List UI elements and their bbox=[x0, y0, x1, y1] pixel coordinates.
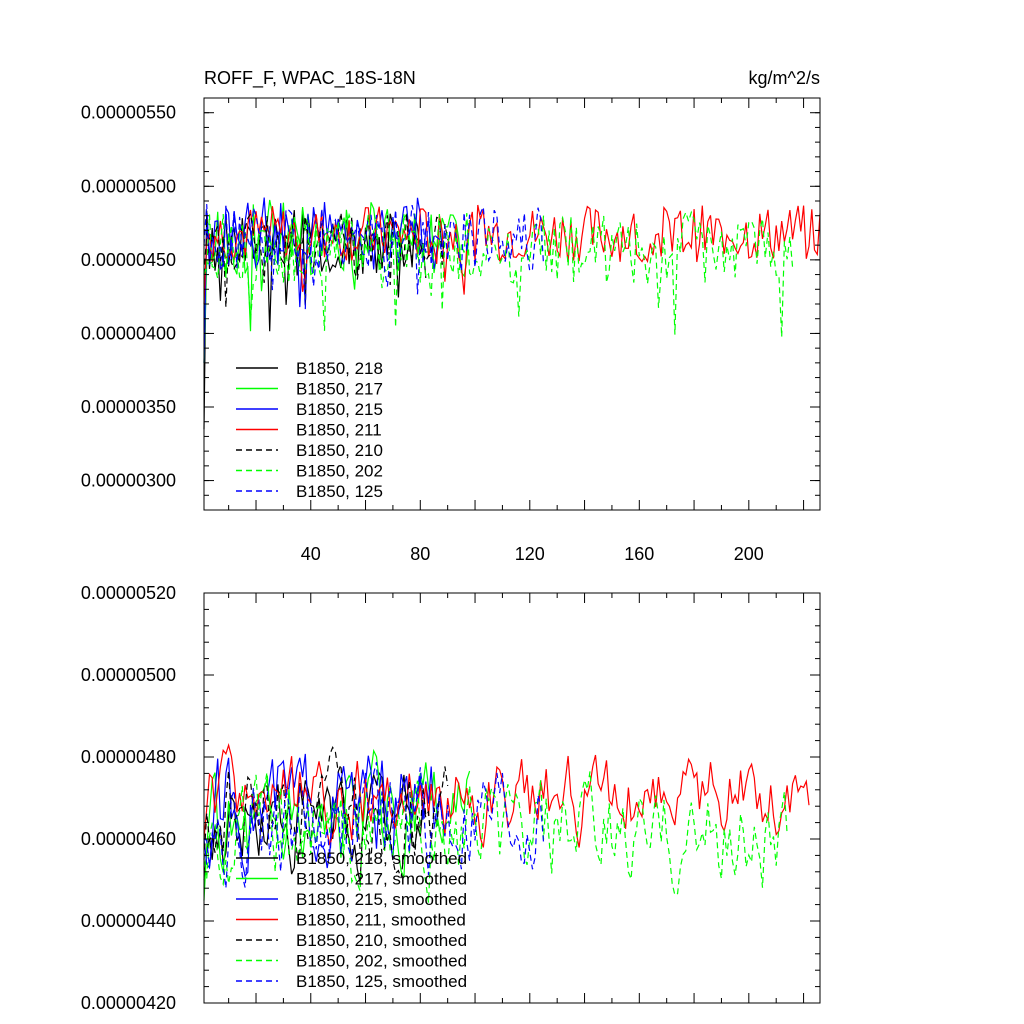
top-ytick-label: 0.00000400 bbox=[81, 323, 176, 343]
top-legend-label-7: B1850, 125 bbox=[296, 482, 383, 501]
top-xtick-label: 160 bbox=[624, 544, 654, 564]
top-legend-label-1: B1850, 218 bbox=[296, 359, 383, 378]
bottom-legend-label-5: B1850, 210, smoothed bbox=[296, 931, 467, 950]
bottom-ytick-label: 0.00000520 bbox=[81, 583, 176, 603]
top-ytick-label: 0.00000550 bbox=[81, 103, 176, 123]
bottom-series-layer bbox=[203, 743, 810, 903]
bottom-legend-label-7: B1850, 125, smoothed bbox=[296, 972, 467, 991]
bottom-ytick-label: 0.00000460 bbox=[81, 829, 176, 849]
bottom-legend-label-2: B1850, 217, smoothed bbox=[296, 870, 467, 889]
top-series-line-2 bbox=[203, 199, 471, 363]
bottom-legend-label-6: B1850, 202, smoothed bbox=[296, 952, 467, 971]
bottom-ytick-label: 0.00000440 bbox=[81, 911, 176, 931]
top-xtick-label: 120 bbox=[515, 544, 545, 564]
bottom-ytick-label: 0.00000500 bbox=[81, 665, 176, 685]
top-chart-title: ROFF_F, WPAC_18S-18N bbox=[204, 68, 416, 89]
top-ytick-label: 0.00000300 bbox=[81, 471, 176, 491]
bottom-series-line-6 bbox=[203, 771, 788, 903]
bottom-panel: 0.00000420 0.00000440 0.00000460 0.00000480… bbox=[81, 583, 821, 1013]
bottom-series-line-3 bbox=[203, 753, 443, 878]
top-ytick-label: 0.00000500 bbox=[81, 176, 176, 196]
top-legend-label-6: B1850, 202 bbox=[296, 462, 383, 481]
top-ytick-label: 0.00000350 bbox=[81, 397, 176, 417]
bottom-series-line-7 bbox=[203, 761, 545, 889]
top-chart-units: kg/m^2/s bbox=[749, 68, 820, 88]
bottom-series-line-5 bbox=[203, 746, 449, 879]
top-xtick-label: 80 bbox=[410, 544, 430, 564]
bottom-legend: B1850, 218, smoothed B1850, 217, smoothed… bbox=[236, 849, 467, 991]
top-axis-ticks: 0.00000300 0.00000350 0.00000400 0.00000450… bbox=[81, 97, 820, 564]
top-legend-label-2: B1850, 217 bbox=[296, 380, 383, 399]
bottom-legend-label-4: B1850, 211, smoothed bbox=[296, 911, 466, 930]
top-xtick-label: 40 bbox=[301, 544, 321, 564]
top-ytick-label: 0.00000450 bbox=[81, 250, 176, 270]
top-legend-label-4: B1850, 211 bbox=[296, 421, 382, 440]
bottom-legend-label-3: B1850, 215, smoothed bbox=[296, 890, 467, 909]
bottom-ytick-label: 0.00000480 bbox=[81, 747, 176, 767]
top-legend-label-3: B1850, 215 bbox=[296, 400, 383, 419]
top-legend-label-5: B1850, 210 bbox=[296, 441, 383, 460]
bottom-plot-frame bbox=[203, 592, 821, 1004]
top-series-layer bbox=[203, 197, 821, 430]
top-panel: ROFF_F, WPAC_18S-18N kg/m^2/s 0.00000300… bbox=[81, 68, 821, 564]
bottom-legend-label-1: B1850, 218, smoothed bbox=[296, 849, 467, 868]
bottom-axis-ticks: 0.00000420 0.00000440 0.00000460 0.00000480… bbox=[81, 583, 820, 1013]
top-xtick-label: 200 bbox=[734, 544, 764, 564]
top-series-line-6 bbox=[203, 210, 794, 337]
bottom-ytick-label: 0.00000420 bbox=[81, 993, 176, 1013]
